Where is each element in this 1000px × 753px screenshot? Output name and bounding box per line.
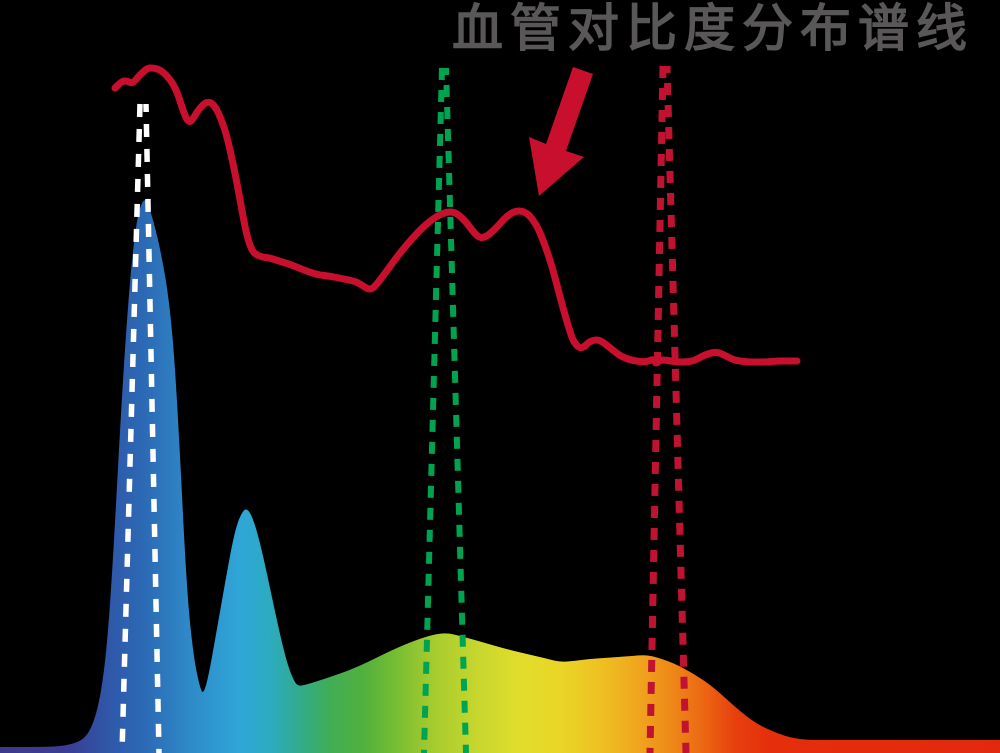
chart-title: 血管对比度分布谱线 bbox=[452, 0, 975, 57]
down-left-arrow-icon bbox=[529, 67, 593, 196]
green-marker-line-left bbox=[421, 67, 445, 753]
contrast-curve-line bbox=[111, 64, 801, 367]
green-marker-line-right bbox=[443, 67, 469, 753]
white-marker-line-right bbox=[143, 103, 162, 753]
white-marker-line-left bbox=[119, 103, 143, 753]
spectrum-area bbox=[0, 200, 1000, 753]
red-marker-line-right bbox=[663, 65, 690, 753]
red-marker-line-left bbox=[646, 65, 667, 753]
